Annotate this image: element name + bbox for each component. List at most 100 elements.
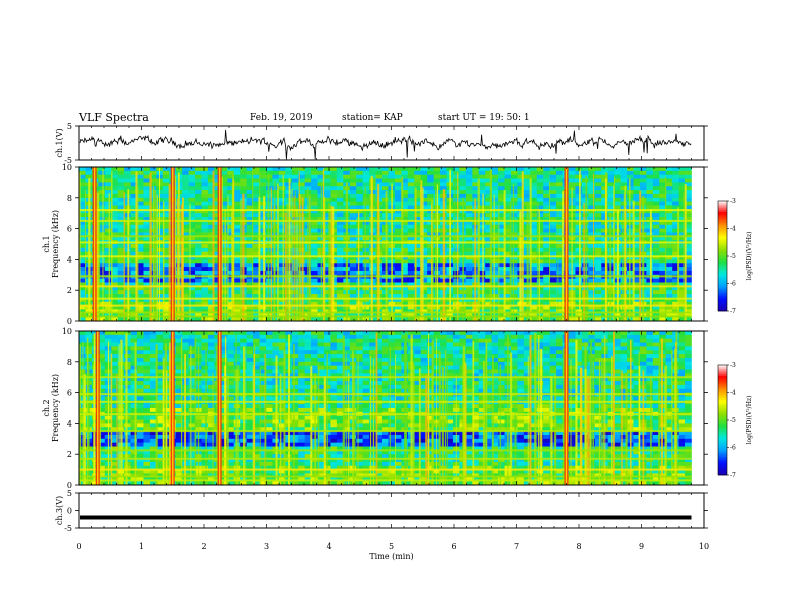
spectrogram-cell: [633, 342, 641, 347]
sferic-streak: [489, 169, 492, 321]
spectrogram-cell: [478, 213, 486, 218]
spectrogram-cell: [298, 236, 305, 241]
spectrogram-cell: [646, 286, 654, 291]
spectrogram-cell: [620, 331, 628, 336]
spectrogram-cell: [362, 220, 370, 226]
spectrogram-cell: [420, 220, 428, 226]
spectrogram-cell: [349, 331, 357, 336]
spectrogram-cell: [575, 224, 583, 229]
spectrogram-cell: [227, 313, 235, 318]
spectrogram-cell: [272, 305, 280, 310]
spectrogram-cell: [407, 317, 415, 322]
spectrogram-cell: [227, 357, 235, 363]
spectrogram-cell: [201, 338, 209, 343]
spectrogram-cell: [465, 213, 473, 218]
sferic-streak: [127, 189, 130, 321]
spectrogram-cell: [504, 232, 512, 237]
spectrogram-cell: [414, 251, 422, 256]
spectrogram-cell: [227, 267, 235, 272]
sferic-streak: [509, 201, 512, 321]
spectrogram-cell: [265, 236, 273, 241]
sferic-streak: [370, 176, 373, 321]
spectrogram-cell: [672, 205, 679, 210]
spectrogram-cell: [98, 186, 106, 191]
spectrogram-cell: [356, 247, 363, 252]
spectrogram-cell: [575, 297, 583, 303]
spectrogram-cell: [601, 259, 608, 264]
spectrogram-cell: [478, 346, 486, 351]
spectrogram-cell: [330, 167, 338, 172]
spectrogram-cell: [265, 220, 273, 226]
spectrogram-cell: [465, 182, 473, 187]
spectrogram-cell: [111, 213, 118, 218]
spectrogram-cell: [265, 301, 273, 306]
spectrogram-cell: [672, 213, 679, 218]
spectrogram-cell: [543, 313, 550, 318]
spectrogram-cell: [685, 301, 692, 306]
spectrogram-cell: [227, 209, 235, 214]
sferic-streak: [571, 187, 573, 321]
spectrogram-cell: [452, 334, 460, 339]
spectrogram-cell: [207, 331, 215, 336]
spectrogram-cell: [672, 209, 679, 214]
spectrogram-cell: [369, 357, 376, 363]
spectrogram-cell: [298, 346, 305, 351]
spectrogram-cell: [427, 357, 434, 363]
spectrogram-cell: [356, 259, 363, 264]
spectrogram-cell: [201, 170, 209, 175]
spectrogram-cell: [362, 197, 370, 202]
spectrogram-cell: [646, 209, 654, 214]
spectrogram-cell: [117, 305, 125, 310]
spectrogram-cell: [465, 170, 473, 175]
spectrogram-cell: [536, 313, 544, 318]
spectrogram-cell: [414, 309, 422, 314]
spectrogram-cell: [246, 244, 254, 249]
spectrogram-cell: [311, 228, 318, 233]
spectrogram-cell: [369, 338, 376, 343]
spectrogram-cell: [375, 342, 383, 347]
spectrogram-cell: [581, 255, 589, 260]
spectrogram-cell: [401, 244, 409, 249]
spectrogram-cell: [498, 244, 505, 249]
spectrogram-cell: [149, 354, 157, 359]
spectrogram-cell: [362, 255, 370, 260]
spectrogram-cell: [130, 305, 138, 310]
spectrogram-cell: [233, 286, 241, 291]
spectrogram-cell: [104, 338, 112, 343]
spectrogram-cell: [207, 209, 215, 214]
spectrogram-cell: [581, 251, 589, 256]
spectrogram-cell: [678, 217, 686, 222]
spectrogram-cell: [530, 244, 538, 249]
spectrogram-cell: [369, 331, 376, 336]
spectrogram-cell: [530, 232, 538, 237]
colorbar-cell: [718, 212, 727, 215]
spectrogram-cell: [646, 213, 654, 218]
spectrogram-cell: [259, 186, 267, 191]
spectrogram-cell: [530, 224, 538, 229]
spectrogram-cell: [111, 174, 118, 179]
spectrogram-cell: [485, 342, 492, 347]
spectrogram-cell: [188, 186, 196, 191]
sferic-streak: [401, 176, 404, 321]
spectrogram-cell: [652, 228, 660, 233]
spectrogram-cell: [510, 193, 518, 199]
spectrogram-cell: [253, 167, 260, 172]
spectrogram-cell: [678, 331, 686, 336]
date-label: Feb. 19, 2019: [250, 113, 313, 123]
spectrogram-cell: [588, 167, 596, 172]
spectrogram-cell: [652, 334, 660, 339]
spectrogram-cell: [79, 278, 86, 283]
spectrogram-cell: [253, 190, 260, 195]
spectrogram-cell: [253, 263, 260, 268]
spectrogram-cell: [581, 263, 589, 268]
spectrogram-cell: [523, 342, 531, 347]
spectrogram-cell: [349, 182, 357, 187]
spectrogram-cell: [130, 228, 138, 233]
spectrogram-cell: [233, 317, 241, 322]
sferic-streak: [529, 178, 532, 321]
spectrogram-cell: [504, 259, 512, 264]
spectrogram-cell: [659, 278, 667, 283]
spectrogram-cell: [588, 186, 596, 191]
ch1-colorbar-label: log(PSD)(V²/Hz): [746, 232, 753, 281]
spectrogram-cell: [362, 309, 370, 314]
